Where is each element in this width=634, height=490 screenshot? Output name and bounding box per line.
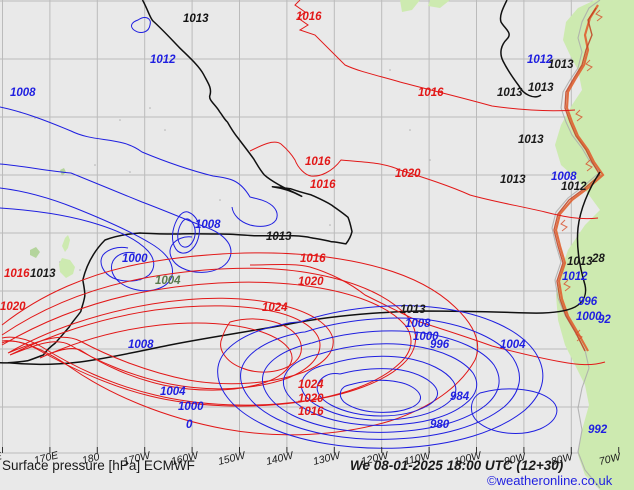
svg-text:1016: 1016: [300, 253, 326, 265]
svg-text:1016: 1016: [298, 406, 324, 418]
svg-text:1013: 1013: [400, 304, 426, 316]
svg-text:1020: 1020: [395, 168, 421, 180]
svg-text:1013: 1013: [497, 87, 523, 99]
svg-text:996: 996: [578, 296, 598, 308]
svg-text:1012: 1012: [562, 271, 588, 283]
svg-text:984: 984: [450, 391, 470, 403]
svg-text:1016: 1016: [305, 156, 331, 168]
svg-text:1008: 1008: [195, 219, 221, 231]
svg-text:1004: 1004: [500, 339, 526, 351]
svg-text:992: 992: [588, 424, 608, 436]
svg-text:1024: 1024: [262, 302, 288, 314]
svg-text:1013: 1013: [548, 59, 574, 71]
svg-text:1008: 1008: [10, 87, 36, 99]
svg-text:1016: 1016: [4, 268, 30, 280]
svg-text:1012: 1012: [561, 181, 587, 193]
svg-text:1016: 1016: [418, 87, 444, 99]
svg-text:1016: 1016: [296, 11, 322, 23]
svg-text:28: 28: [591, 253, 605, 265]
svg-text:1012: 1012: [150, 54, 176, 66]
svg-text:1013: 1013: [30, 268, 56, 280]
svg-text:1013: 1013: [528, 82, 554, 94]
svg-text:996: 996: [430, 339, 450, 351]
svg-text:Surface pressure [hPa] ECMWF: Surface pressure [hPa] ECMWF: [2, 458, 195, 473]
svg-text:1016: 1016: [310, 179, 336, 191]
svg-text:1024: 1024: [298, 379, 324, 391]
svg-text:We 08-01-2025 18:00 UTC (12+: We 08-01-2025 18:00 UTC (12+30): [350, 458, 564, 473]
svg-text:1000: 1000: [122, 253, 148, 265]
svg-text:1013: 1013: [266, 231, 292, 243]
svg-text:1020: 1020: [298, 393, 324, 405]
svg-text:1008: 1008: [128, 339, 154, 351]
svg-text:1020: 1020: [298, 276, 324, 288]
svg-text:1020: 1020: [0, 301, 26, 313]
svg-text:1013: 1013: [567, 256, 593, 268]
svg-text:1013: 1013: [518, 134, 544, 146]
svg-text:1000: 1000: [178, 401, 204, 413]
svg-text:1008: 1008: [405, 318, 431, 330]
svg-text:1004: 1004: [160, 386, 186, 398]
svg-text:0: 0: [186, 419, 193, 431]
svg-text:©weatheronline.co.uk: ©weatheronline.co.uk: [487, 473, 613, 488]
svg-text:980: 980: [430, 419, 450, 431]
svg-text:92: 92: [598, 314, 611, 326]
svg-text:1013: 1013: [500, 174, 526, 186]
svg-text:1004: 1004: [155, 275, 181, 287]
svg-text:1013: 1013: [183, 13, 209, 25]
